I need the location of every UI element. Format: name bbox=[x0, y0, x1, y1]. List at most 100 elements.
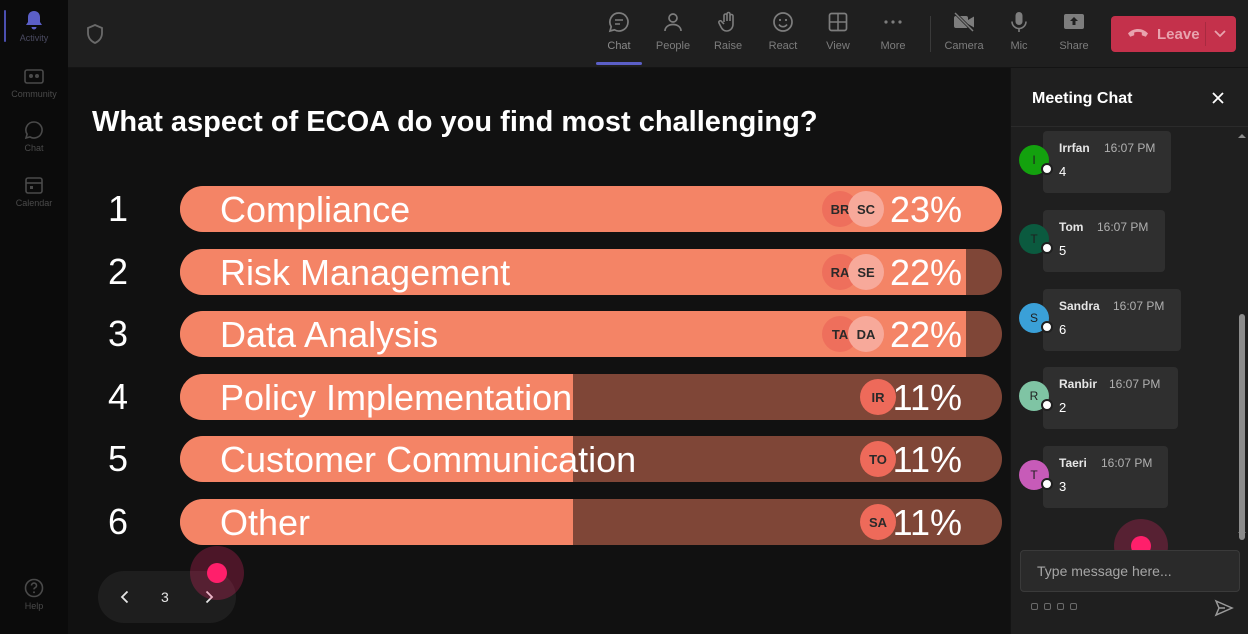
message-timestamp: 16:07 PM bbox=[1097, 220, 1149, 234]
voter-avatar: DA bbox=[848, 316, 884, 352]
toolbar-chat-button[interactable]: Chat bbox=[592, 10, 646, 62]
option-rank: 3 bbox=[108, 313, 129, 354]
chevron-right-icon[interactable] bbox=[200, 588, 218, 611]
presence-status-icon bbox=[1041, 399, 1053, 411]
option-percent: 11% bbox=[892, 377, 962, 418]
rail-item-activity[interactable]: Activity bbox=[0, 0, 68, 52]
calendar-icon bbox=[24, 175, 44, 195]
toolbar-raise-button[interactable]: Raise bbox=[701, 10, 755, 62]
toolbar-share-button[interactable]: Share bbox=[1047, 10, 1101, 62]
meeting-toolbar: Chat People Raise React View bbox=[68, 0, 1248, 68]
toolbar-label: Chat bbox=[607, 40, 631, 52]
option-bar: Risk Management RA SE 22% bbox=[180, 249, 1002, 295]
toolbar-view-button[interactable]: View bbox=[811, 10, 865, 62]
poll-option-row: 5 Customer Communication TO 11% bbox=[68, 436, 1010, 484]
emoji-icon[interactable] bbox=[1057, 603, 1064, 610]
bell-icon bbox=[24, 10, 44, 30]
option-bar-fill bbox=[180, 436, 573, 482]
option-bar: Compliance BR SC 23% bbox=[180, 186, 1002, 232]
rail-label: Community bbox=[11, 89, 57, 99]
sender-name: Taeri bbox=[1059, 456, 1087, 470]
camera-off-icon bbox=[952, 10, 976, 34]
poll-option-row: 6 Other SA 11% bbox=[68, 499, 1010, 547]
phone-hangup-icon bbox=[1127, 26, 1149, 43]
toolbar-mic-button[interactable]: Mic bbox=[992, 10, 1046, 62]
presence-status-icon bbox=[1041, 478, 1053, 490]
message-text: 6 bbox=[1059, 322, 1067, 337]
toolbar-label: Share bbox=[1059, 40, 1089, 52]
option-rank: 5 bbox=[108, 438, 129, 479]
message-text: 2 bbox=[1059, 400, 1067, 415]
voter-avatar: TO bbox=[860, 441, 896, 477]
toolbar-label: Mic bbox=[1010, 40, 1028, 52]
option-bar: Policy Implementation IR 11% bbox=[180, 374, 1002, 420]
option-label: Risk Management bbox=[220, 252, 511, 293]
gif-icon[interactable] bbox=[1070, 603, 1077, 610]
sender-name: Irrfan bbox=[1059, 141, 1090, 155]
chat-scroll-thumb[interactable] bbox=[1239, 314, 1245, 540]
leave-button[interactable]: Leave bbox=[1111, 16, 1236, 52]
poll-question: What aspect of ECOA do you find most cha… bbox=[92, 106, 818, 138]
option-percent: 22% bbox=[889, 252, 962, 293]
format-icon[interactable] bbox=[1031, 603, 1038, 610]
toolbar-label: Camera bbox=[944, 40, 984, 52]
sender-name: Ranbir bbox=[1059, 377, 1098, 391]
meeting-chat-panel: Meeting Chat Irrfan 16:07 PM 4 I Tom 16:07 PM… bbox=[1010, 68, 1248, 634]
option-label: Customer Communication bbox=[220, 439, 637, 480]
message-bubble: Irrfan 16:07 PM 4 bbox=[1043, 131, 1171, 193]
sender-avatar[interactable]: T bbox=[1019, 224, 1049, 254]
help-icon bbox=[24, 578, 44, 598]
leave-divider bbox=[1205, 22, 1206, 46]
smiley-icon bbox=[771, 10, 795, 34]
toolbar-label: React bbox=[768, 40, 798, 52]
option-bar-fill bbox=[180, 374, 573, 420]
presence-status-icon bbox=[1041, 163, 1053, 175]
rail-item-help[interactable]: Help bbox=[0, 568, 68, 620]
message-bubble: Sandra 16:07 PM 6 bbox=[1043, 289, 1181, 351]
chevron-down-icon[interactable] bbox=[1211, 24, 1229, 46]
message-compose-box[interactable] bbox=[1020, 550, 1240, 592]
message-timestamp: 16:07 PM bbox=[1109, 377, 1161, 391]
active-tab-indicator bbox=[596, 62, 642, 65]
presence-status-icon bbox=[1041, 242, 1053, 254]
voter-avatar: IR bbox=[860, 379, 896, 415]
toolbar-camera-button[interactable]: Camera bbox=[937, 10, 991, 62]
rail-item-chat[interactable]: Chat bbox=[0, 110, 68, 162]
rail-label: Calendar bbox=[15, 198, 53, 208]
message-text: 5 bbox=[1059, 243, 1067, 258]
message-bubble: Taeri 16:07 PM 3 bbox=[1043, 446, 1168, 508]
chat-bubble-icon bbox=[24, 120, 44, 140]
chat-header-divider bbox=[1011, 126, 1248, 127]
chat-icon bbox=[607, 10, 631, 34]
option-percent: 23% bbox=[889, 189, 962, 230]
option-label: Compliance bbox=[220, 189, 411, 230]
close-icon[interactable] bbox=[1210, 90, 1226, 111]
rail-label: Chat bbox=[24, 143, 44, 153]
sender-name: Sandra bbox=[1059, 299, 1100, 313]
poll-stage: What aspect of ECOA do you find most cha… bbox=[68, 68, 1010, 634]
rail-item-calendar[interactable]: Calendar bbox=[0, 165, 68, 217]
format-toolbar bbox=[1031, 603, 1077, 610]
message-text: 4 bbox=[1059, 164, 1067, 179]
poll-option-row: 3 Data Analysis TA DA 22% bbox=[68, 311, 1010, 359]
message-input[interactable] bbox=[1021, 551, 1239, 591]
toolbar-label: Raise bbox=[713, 40, 743, 52]
attach-icon[interactable] bbox=[1044, 603, 1051, 610]
more-dots-icon bbox=[881, 10, 905, 34]
option-bar: Customer Communication TO 11% bbox=[180, 436, 1002, 482]
send-icon[interactable] bbox=[1214, 599, 1234, 622]
people-icon bbox=[661, 10, 685, 34]
leave-label: Leave bbox=[1157, 25, 1200, 43]
rail-item-community[interactable]: Community bbox=[0, 56, 68, 108]
option-percent: 11% bbox=[892, 502, 962, 543]
chat-scrollbar[interactable] bbox=[1236, 130, 1248, 540]
toolbar-more-button[interactable]: More bbox=[866, 10, 920, 62]
message-timestamp: 16:07 PM bbox=[1104, 141, 1156, 155]
chevron-left-icon[interactable] bbox=[116, 588, 134, 611]
toolbar-react-button[interactable]: React bbox=[756, 10, 810, 62]
raise-hand-icon bbox=[716, 10, 740, 34]
toolbar-label: People bbox=[655, 40, 691, 52]
option-bar: Other SA 11% bbox=[180, 499, 1002, 545]
toolbar-people-button[interactable]: People bbox=[646, 10, 700, 62]
